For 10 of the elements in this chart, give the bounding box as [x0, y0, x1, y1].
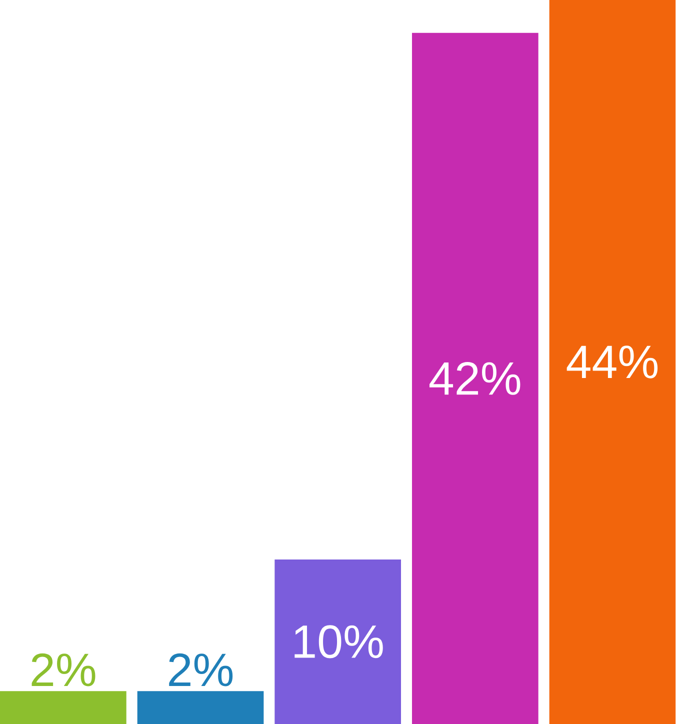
bar — [138, 691, 264, 724]
bar — [549, 0, 676, 724]
data-label: 44% — [567, 346, 658, 378]
bar — [274, 559, 402, 724]
bar — [412, 32, 539, 724]
bar — [0, 691, 127, 724]
data-label: 2% — [32, 653, 96, 686]
data-label: 2% — [169, 653, 233, 686]
data-label: 42% — [430, 362, 520, 395]
data-label: 10% — [294, 625, 384, 658]
